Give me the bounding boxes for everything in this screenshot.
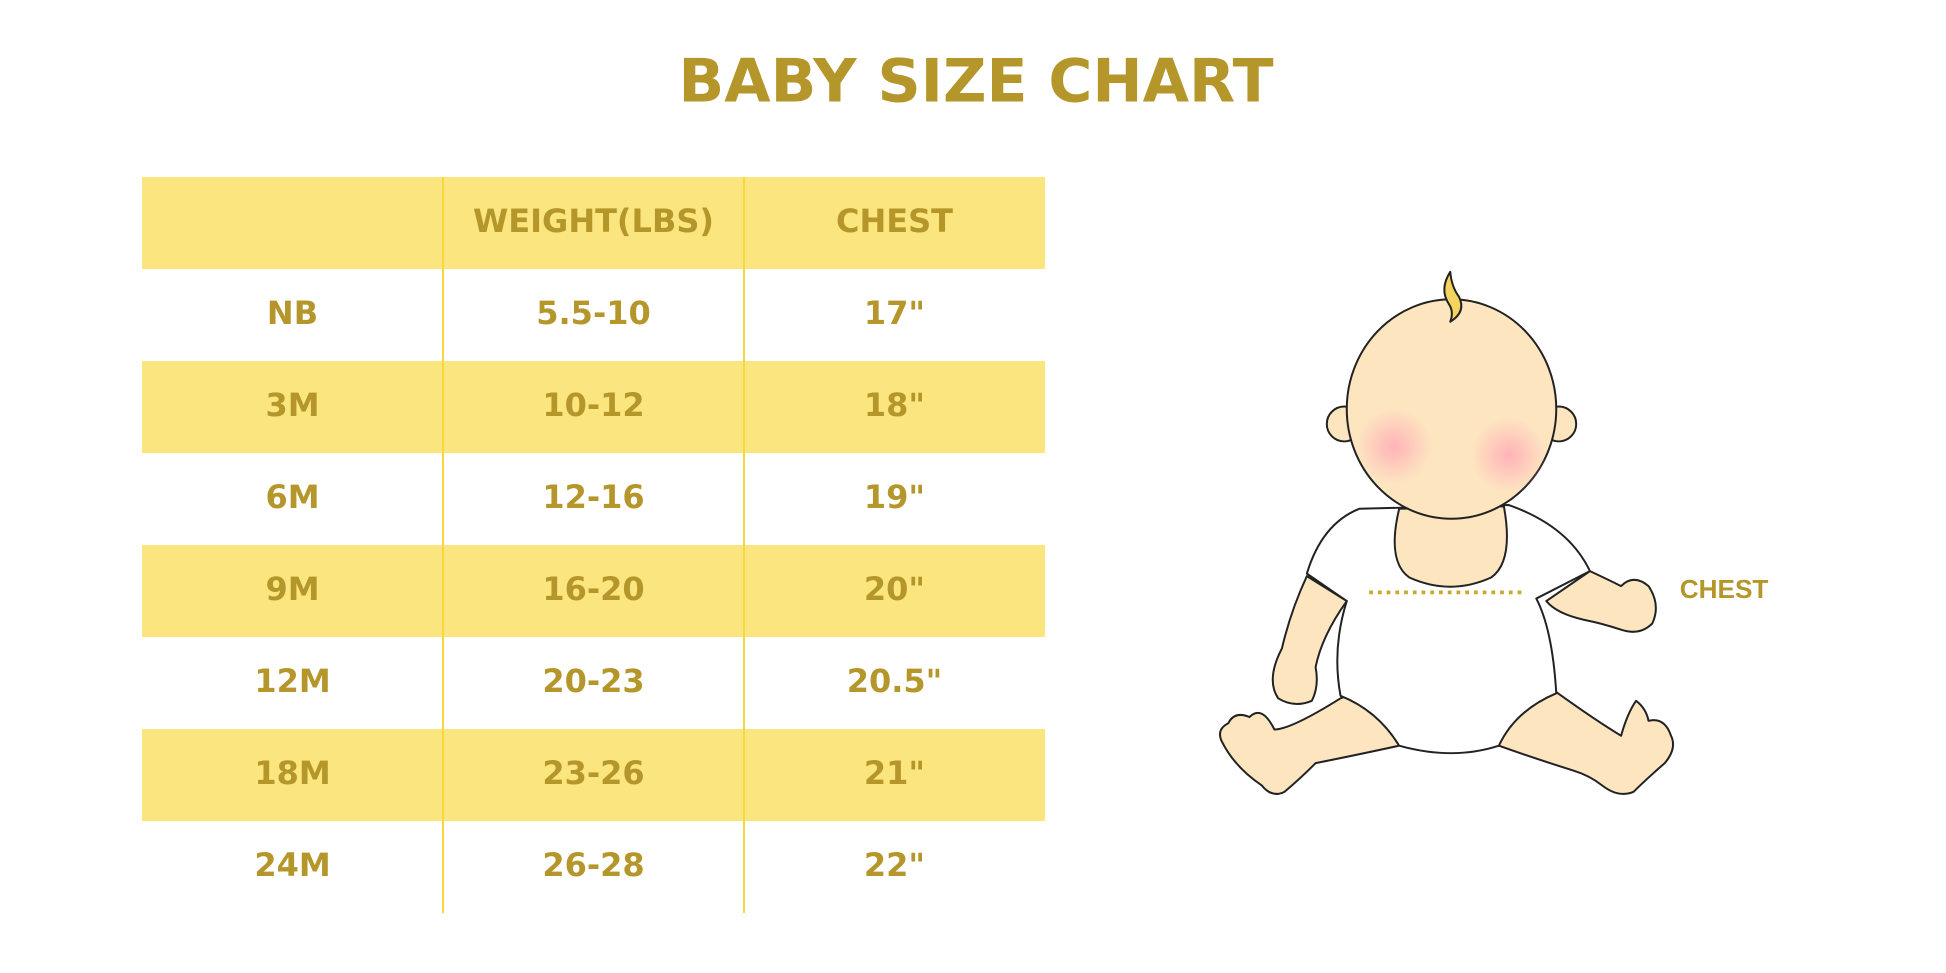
table-cell: 18M xyxy=(254,754,330,792)
table-cell: 3M xyxy=(265,386,319,424)
table-cell: 5.5-10 xyxy=(536,294,651,332)
table: WEIGHT(LBS) CHEST NB 5.5-10 17" 3M 10-12 18" 6M 1… xyxy=(142,177,1045,913)
table-cell: 20" xyxy=(864,570,925,608)
hair-tuft xyxy=(1443,270,1463,323)
table-cell: 26-28 xyxy=(542,846,644,884)
left-arm xyxy=(1271,575,1348,705)
table-cell: 16-20 xyxy=(542,570,644,608)
row-stripe xyxy=(142,545,1045,637)
table-cell: 17" xyxy=(864,294,925,332)
chest-label: CHEST xyxy=(1680,574,1769,604)
table-cell: 24M xyxy=(254,846,330,884)
column-header: CHEST xyxy=(836,202,953,240)
header-row xyxy=(142,177,1045,269)
table-cell: 10-12 xyxy=(542,386,644,424)
table-cell: 12-16 xyxy=(542,478,644,516)
table-cell: 21" xyxy=(864,754,925,792)
row-stripe xyxy=(142,361,1045,453)
right-arm xyxy=(1545,570,1657,633)
right-cheek xyxy=(1471,417,1547,493)
table-cell: 6M xyxy=(265,478,319,516)
table-cell: 18" xyxy=(864,386,925,424)
left-cheek xyxy=(1356,409,1432,484)
baby-illustration: CHEST xyxy=(1219,270,1769,795)
table-cell: 19" xyxy=(864,478,925,516)
title: BABY SIZE CHART xyxy=(679,47,1274,117)
chin xyxy=(1393,505,1508,588)
onesie xyxy=(1305,504,1591,755)
table-cell: NB xyxy=(267,294,318,332)
table-cell: 22" xyxy=(864,846,925,884)
column-header: WEIGHT(LBS) xyxy=(473,202,714,240)
table-cell: 20-23 xyxy=(542,662,644,700)
table-cell: 23-26 xyxy=(542,754,644,792)
table-cell: 12M xyxy=(254,662,330,700)
table-cell: 20.5" xyxy=(847,662,943,700)
table-cell: 9M xyxy=(265,570,319,608)
row-stripe xyxy=(142,729,1045,821)
